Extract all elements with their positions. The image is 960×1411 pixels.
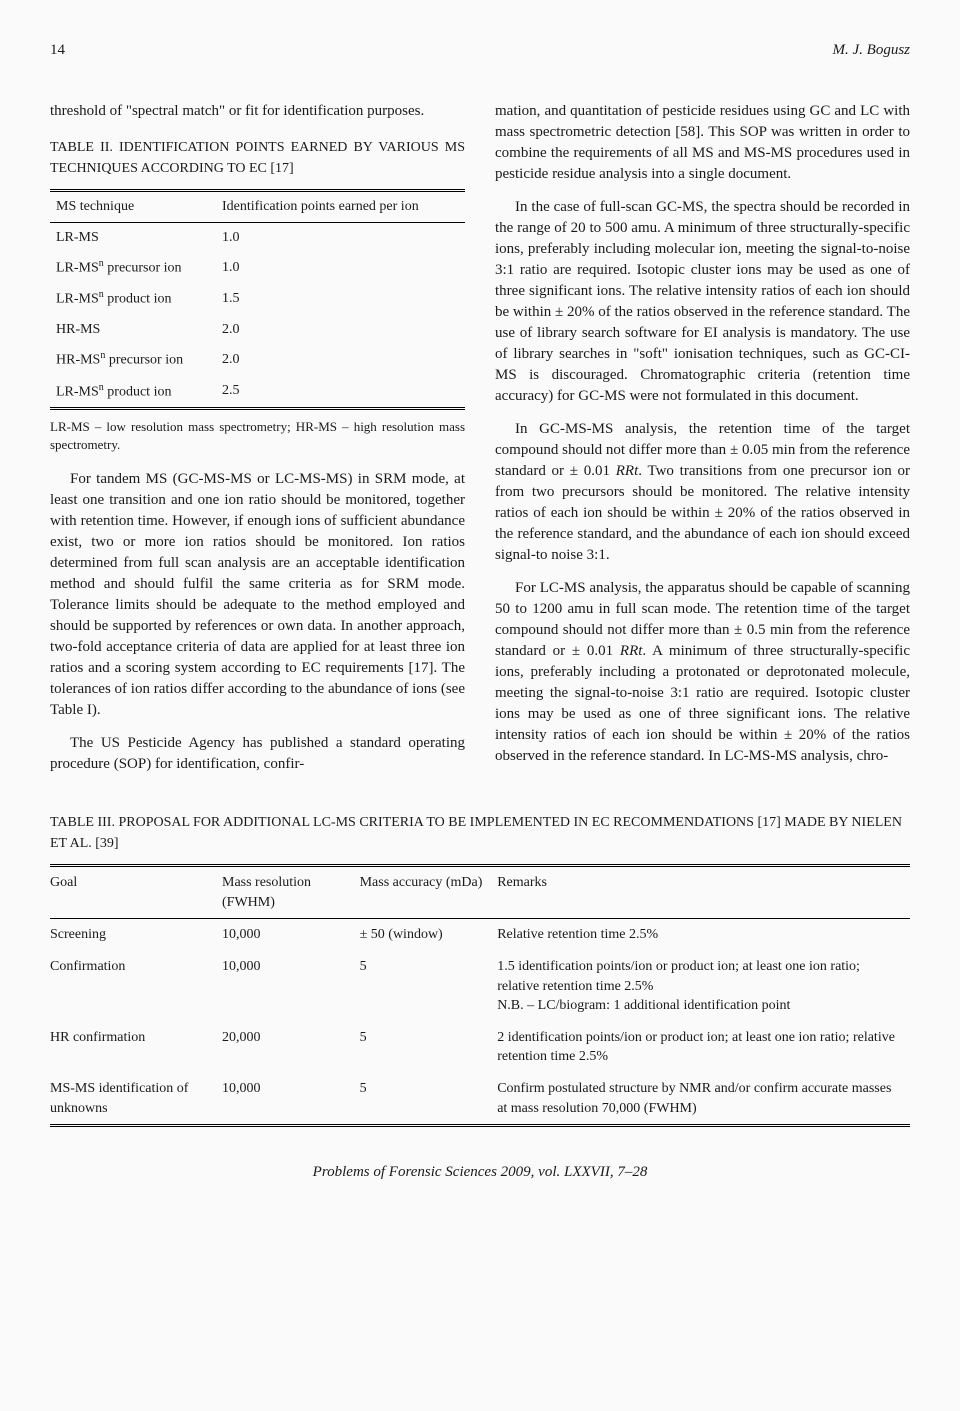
table-cell: 1.0 [216,252,465,283]
table2-caption: TABLE II. IDENTIFICATION POINTS EARNED B… [50,137,465,179]
table-cell: 5 [360,1073,498,1126]
table3-head-goal: Goal [50,866,222,919]
right-para-4: For LC-MS analysis, the apparatus should… [495,578,910,767]
author-name: M. J. Bogusz [833,40,911,61]
table-cell: 5 [360,1022,498,1073]
table2-body: LR-MS 1.0 LR-MSn precursor ion 1.0 LR-MS… [50,222,465,408]
table-cell: 10,000 [222,1073,360,1126]
table-cell: MS-MS identification of unknowns [50,1073,222,1126]
table-cell: 2 identification points/ion or product i… [497,1022,910,1073]
table-cell: 2.0 [216,344,465,375]
table-cell: 1.5 identification points/ion or product… [497,951,910,1022]
page-footer: Problems of Forensic Sciences 2009, vol.… [50,1162,910,1183]
table3-body: Screening 10,000 ± 50 (window) Relative … [50,919,910,1126]
table-cell: Screening [50,919,222,951]
page-number: 14 [50,40,65,61]
left-para-1: threshold of "spectral match" or fit for… [50,101,465,122]
table-cell: LR-MSn precursor ion [50,252,216,283]
table2-footnote: LR-MS – low resolution mass spectrometry… [50,418,465,454]
table2-head-1: MS technique [50,191,216,223]
table-cell: 2.5 [216,376,465,409]
table-cell: 10,000 [222,951,360,1022]
table-cell: HR confirmation [50,1022,222,1073]
right-para-1: mation, and quantitation of pesticide re… [495,101,910,185]
table-row: HR-MSn precursor ion 2.0 [50,344,465,375]
table-cell: Confirmation [50,951,222,1022]
table3-head-res: Mass resolution (FWHM) [222,866,360,919]
table-row: LR-MS 1.0 [50,222,465,252]
table-cell: LR-MSn product ion [50,283,216,314]
table3-head-acc: Mass accuracy (mDa) [360,866,498,919]
table-cell: 10,000 [222,919,360,951]
left-para-3: The US Pesticide Agency has published a … [50,733,465,775]
page-header: 14 M. J. Bogusz [50,40,910,61]
right-column: mation, and quantitation of pesticide re… [495,101,910,787]
table-cell: LR-MS [50,222,216,252]
table-cell: Relative retention time 2.5% [497,919,910,951]
table-row: Screening 10,000 ± 50 (window) Relative … [50,919,910,951]
table-row: HR-MS 2.0 [50,315,465,345]
table-cell: HR-MS [50,315,216,345]
table-cell: 1.0 [216,222,465,252]
table3-head-remarks: Remarks [497,866,910,919]
table3-caption: TABLE III. PROPOSAL FOR ADDITIONAL LC-MS… [50,812,910,854]
table-row: LR-MSn precursor ion 1.0 [50,252,465,283]
table-row: MS-MS identification of unknowns 10,000 … [50,1073,910,1126]
left-para-2: For tandem MS (GC-MS-MS or LC-MS-MS) in … [50,469,465,721]
table-cell: 2.0 [216,315,465,345]
table-cell: 20,000 [222,1022,360,1073]
table-row: Confirmation 10,000 5 1.5 identification… [50,951,910,1022]
two-column-body: threshold of "spectral match" or fit for… [50,101,910,787]
table-cell: 5 [360,951,498,1022]
table-cell: HR-MSn precursor ion [50,344,216,375]
table2-head-2: Identification points earned per ion [216,191,465,223]
table2: MS technique Identification points earne… [50,189,465,410]
right-para-2: In the case of full-scan GC-MS, the spec… [495,197,910,407]
table-row: HR confirmation 20,000 5 2 identificatio… [50,1022,910,1073]
right-para-3: In GC-MS-MS analysis, the retention time… [495,419,910,566]
table-cell: LR-MSn product ion [50,376,216,409]
table3: Goal Mass resolution (FWHM) Mass accurac… [50,864,910,1127]
left-column: threshold of "spectral match" or fit for… [50,101,465,787]
table-cell: Confirm postulated structure by NMR and/… [497,1073,910,1126]
table-cell: 1.5 [216,283,465,314]
table-cell: ± 50 (window) [360,919,498,951]
table-row: LR-MSn product ion 1.5 [50,283,465,314]
table-row: LR-MSn product ion 2.5 [50,376,465,409]
